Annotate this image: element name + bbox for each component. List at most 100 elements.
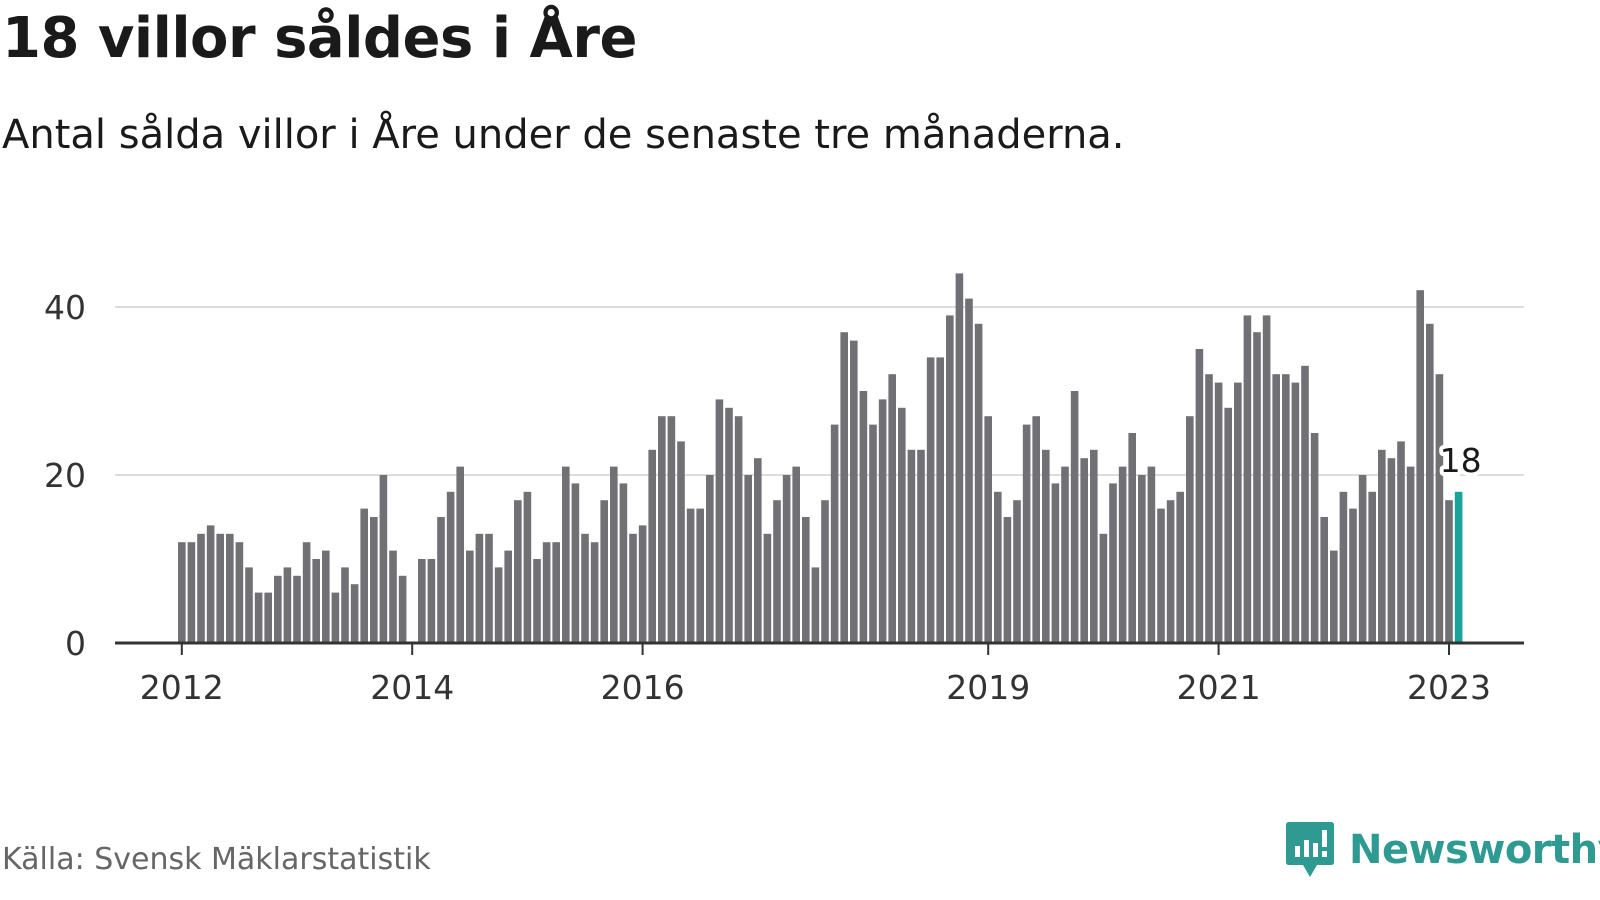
bar: [1070, 391, 1079, 643]
bar: [418, 559, 426, 643]
bar: [226, 533, 234, 643]
bar: [1157, 508, 1165, 643]
bar: [1205, 374, 1213, 643]
bar: [1214, 382, 1223, 643]
bar: [398, 575, 407, 643]
bar: [888, 374, 896, 643]
bar: [907, 449, 916, 643]
bar: [187, 542, 196, 643]
bar: [1224, 407, 1232, 643]
x-tick-label-2014: 2014: [370, 668, 454, 707]
bar: [1109, 483, 1117, 643]
bar: [667, 416, 676, 643]
bar: [1368, 491, 1376, 643]
bar: [648, 449, 656, 643]
bar: [850, 340, 858, 643]
bar: [216, 533, 224, 643]
bar: [974, 323, 983, 643]
bar: [600, 500, 608, 643]
bar: [1128, 433, 1136, 643]
bar: [782, 475, 791, 643]
bar: [936, 357, 944, 643]
bar: [1176, 491, 1184, 643]
bar: [946, 315, 954, 643]
bar: [370, 517, 378, 643]
bar: [533, 559, 541, 643]
bar: [1042, 449, 1050, 643]
bar: [638, 525, 647, 643]
bar: [494, 567, 503, 643]
bar: [475, 533, 484, 643]
bar: [1003, 517, 1012, 643]
bar: [427, 559, 436, 643]
bar: [1301, 365, 1309, 643]
bar: [1166, 500, 1175, 643]
bar: [178, 542, 186, 643]
bar: [1358, 475, 1367, 643]
bar: [331, 592, 340, 643]
bar: [734, 416, 743, 643]
bar: [1253, 332, 1261, 643]
bar-chart: 0 20 40 18 2012 2014 2016 2019 2021 2023: [44, 273, 1524, 707]
data-label-latest: 18: [1440, 441, 1482, 480]
bar: [1234, 382, 1242, 643]
bar: [725, 407, 733, 643]
bar: [1406, 466, 1415, 643]
bar: [571, 483, 580, 643]
bar: [466, 550, 474, 643]
bar: [293, 575, 301, 643]
brand-name: Newsworthy: [1349, 827, 1600, 873]
source-note: Källa: Svensk Mäklarstatistik: [2, 842, 431, 877]
bar: [245, 567, 253, 643]
chart-title: 18 villor såldes i Åre: [2, 6, 637, 71]
bar: [590, 542, 599, 643]
bar: [744, 475, 752, 643]
bar: [869, 424, 877, 643]
bar: [1138, 475, 1146, 643]
bar: [446, 491, 455, 643]
bar: [1349, 508, 1357, 643]
bar: [926, 357, 935, 643]
bar: [1330, 550, 1338, 643]
bar: [1339, 491, 1348, 643]
bar: [965, 298, 973, 643]
bar: [955, 273, 964, 643]
bar: [254, 592, 263, 643]
bar: [264, 592, 272, 643]
bar: [840, 332, 848, 643]
bar: [1051, 483, 1060, 643]
bar: [1147, 466, 1156, 643]
bar: [984, 416, 992, 643]
bar: [1195, 349, 1204, 643]
bar: [437, 517, 445, 643]
bar: [1090, 449, 1098, 643]
bar: [542, 542, 551, 643]
bar: [1310, 433, 1319, 643]
bar: [1186, 416, 1194, 643]
bar: [1118, 466, 1127, 643]
bar: [206, 525, 215, 643]
bar: [878, 399, 887, 643]
bar: [379, 475, 388, 643]
bar: [792, 466, 800, 643]
bar: [341, 567, 349, 643]
bar: [830, 424, 839, 643]
bar: [629, 533, 637, 643]
bar: [802, 517, 810, 643]
bar: [1426, 323, 1434, 643]
bar: [1032, 416, 1040, 643]
bar: [821, 500, 829, 643]
bar: [312, 559, 320, 643]
bar: [350, 584, 359, 643]
bar: [859, 391, 868, 643]
x-tick-label-2023: 2023: [1407, 668, 1491, 707]
bar: [610, 466, 618, 643]
bar: [1061, 466, 1069, 643]
bar: [552, 542, 560, 643]
bar: [686, 508, 695, 643]
bar: [485, 533, 493, 643]
bar: [1416, 290, 1424, 643]
bar: [1080, 458, 1088, 643]
bar: [1282, 374, 1290, 643]
bar: [274, 575, 282, 643]
